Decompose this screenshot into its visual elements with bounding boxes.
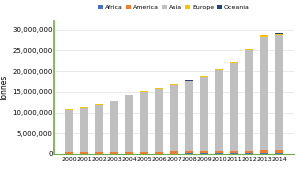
Bar <box>245 50 253 151</box>
Bar <box>140 92 148 152</box>
Bar <box>215 69 223 70</box>
Bar <box>275 150 283 153</box>
Bar <box>230 62 238 63</box>
Bar <box>230 63 238 151</box>
Bar <box>245 151 253 153</box>
Bar <box>200 77 208 151</box>
Bar <box>260 150 268 153</box>
Bar <box>215 70 223 151</box>
Bar <box>80 108 88 152</box>
Bar <box>140 152 148 154</box>
Bar <box>245 49 253 50</box>
Bar <box>65 110 73 152</box>
Bar <box>185 151 193 153</box>
Bar <box>155 152 163 154</box>
Bar <box>65 109 73 110</box>
Bar <box>185 153 193 154</box>
Bar <box>260 153 268 154</box>
Bar <box>215 153 223 154</box>
Y-axis label: Tonnes: Tonnes <box>0 74 9 101</box>
Bar <box>125 95 133 152</box>
Bar <box>260 35 268 37</box>
Bar <box>275 35 283 150</box>
Bar <box>95 105 103 152</box>
Bar <box>245 153 253 154</box>
Bar <box>80 152 88 154</box>
Bar <box>215 151 223 153</box>
Bar <box>155 89 163 152</box>
Bar <box>170 85 178 151</box>
Bar <box>95 104 103 105</box>
Legend: Africa, America, Asia, Europe, Oceania: Africa, America, Asia, Europe, Oceania <box>98 5 250 10</box>
Bar <box>110 152 118 154</box>
Bar <box>110 101 118 152</box>
Bar <box>65 152 73 154</box>
Bar <box>185 81 193 151</box>
Bar <box>200 153 208 154</box>
Bar <box>170 84 178 85</box>
Bar <box>260 37 268 150</box>
Bar <box>80 107 88 108</box>
Bar <box>230 151 238 153</box>
Bar <box>200 76 208 77</box>
Bar <box>155 88 163 89</box>
Bar <box>95 152 103 154</box>
Bar <box>230 153 238 154</box>
Bar <box>275 34 283 35</box>
Bar <box>140 91 148 92</box>
Bar <box>125 152 133 154</box>
Bar <box>170 151 178 154</box>
Bar <box>200 151 208 153</box>
Bar <box>275 153 283 154</box>
